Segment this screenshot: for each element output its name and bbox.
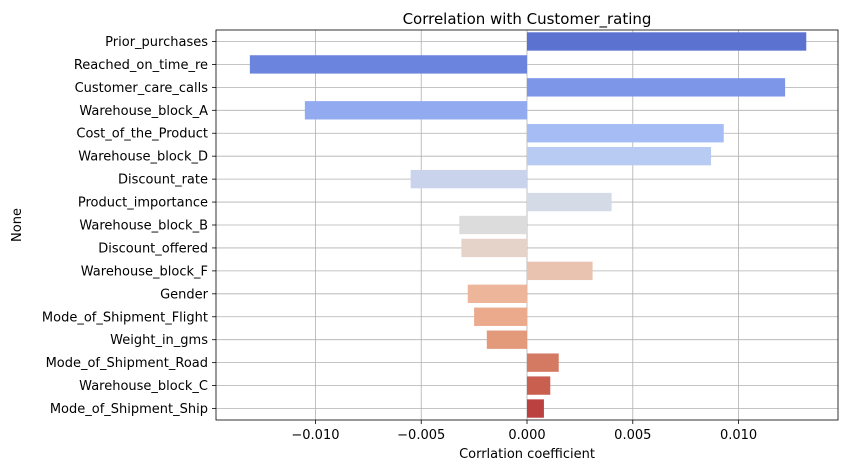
bar: [527, 192, 612, 212]
y-tick-label: Customer_care_calls: [75, 81, 209, 96]
y-tick-label: Cost_of_the_Product: [76, 127, 208, 142]
y-tick-label: Prior_purchases: [105, 35, 208, 50]
bar: [527, 261, 593, 281]
x-tick-label: −0.010: [291, 428, 339, 443]
y-tick-label: Discount_offered: [98, 241, 208, 256]
bar: [486, 330, 527, 349]
y-tick-label: Mode_of_Shipment_Ship: [50, 402, 208, 417]
y-tick-label: Reached_on_time_re: [74, 58, 208, 73]
y-tick-label: Discount_rate: [118, 173, 208, 188]
y-axis: Prior_purchases Reached_on_time_re Custome…: [42, 35, 216, 417]
y-tick-label: Weight_in_gms: [110, 333, 208, 348]
y-tick-label: Warehouse_block_A: [79, 104, 208, 119]
x-tick-label: 0.000: [508, 428, 545, 443]
bar: [461, 238, 527, 258]
bar: [527, 376, 551, 395]
bar: [410, 169, 527, 189]
chart-title: Correlation with Customer_rating: [403, 10, 652, 29]
bar: [474, 307, 527, 326]
bar: [527, 399, 544, 418]
bar: [467, 284, 527, 303]
bar: [249, 55, 527, 74]
bar: [527, 32, 807, 51]
bar: [527, 353, 559, 372]
y-tick-label: Warehouse_block_F: [81, 264, 208, 279]
y-axis-label: None: [10, 208, 25, 242]
bar: [304, 101, 527, 120]
bars: [249, 32, 807, 418]
x-axis-label: Corrlation coefficient: [459, 447, 595, 462]
x-axis: −0.010 −0.005 0.000 0.005 0.010: [291, 420, 757, 443]
bar: [527, 147, 712, 166]
bar: [527, 78, 786, 97]
y-tick-label: Mode_of_Shipment_Road: [46, 356, 208, 371]
y-tick-label: Mode_of_Shipment_Flight: [42, 310, 208, 325]
x-tick-label: 0.005: [614, 428, 651, 443]
y-tick-label: Warehouse_block_B: [79, 219, 208, 234]
x-tick-label: −0.005: [397, 428, 445, 443]
bar: [459, 215, 527, 235]
y-tick-label: Gender: [160, 287, 209, 302]
y-tick-label: Warehouse_block_C: [79, 379, 208, 394]
y-tick-label: Product_importance: [78, 196, 208, 211]
bar: [527, 124, 724, 143]
x-tick-label: 0.010: [720, 428, 757, 443]
y-tick-label: Warehouse_block_D: [78, 150, 208, 165]
